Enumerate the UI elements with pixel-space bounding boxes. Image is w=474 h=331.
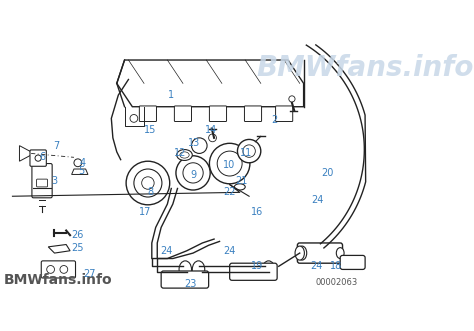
Text: 23: 23 xyxy=(184,279,197,289)
Ellipse shape xyxy=(234,184,245,190)
FancyBboxPatch shape xyxy=(161,271,209,288)
Circle shape xyxy=(176,156,210,190)
Circle shape xyxy=(35,155,41,161)
Text: 9: 9 xyxy=(191,170,197,180)
FancyBboxPatch shape xyxy=(32,164,52,198)
Text: 3: 3 xyxy=(52,176,57,186)
Circle shape xyxy=(142,177,154,189)
FancyBboxPatch shape xyxy=(174,106,191,121)
FancyBboxPatch shape xyxy=(36,179,47,187)
Circle shape xyxy=(60,265,68,273)
Circle shape xyxy=(47,265,55,273)
FancyBboxPatch shape xyxy=(245,106,262,121)
Text: 10: 10 xyxy=(223,160,235,170)
Text: 26: 26 xyxy=(72,230,84,240)
Circle shape xyxy=(191,138,207,154)
Text: 24: 24 xyxy=(310,261,322,271)
Polygon shape xyxy=(19,146,31,161)
Circle shape xyxy=(243,145,255,157)
Text: 18: 18 xyxy=(330,261,342,271)
FancyBboxPatch shape xyxy=(297,243,343,263)
Text: 24: 24 xyxy=(223,246,236,256)
Text: 17: 17 xyxy=(138,207,151,217)
Text: BMWfans.info: BMWfans.info xyxy=(256,54,474,81)
Polygon shape xyxy=(72,169,88,174)
Text: 20: 20 xyxy=(321,168,333,178)
Text: 27: 27 xyxy=(83,269,96,279)
Text: 1: 1 xyxy=(168,90,174,100)
Text: 4: 4 xyxy=(80,158,86,168)
Text: 6: 6 xyxy=(40,152,46,162)
FancyBboxPatch shape xyxy=(275,106,293,121)
Text: 16: 16 xyxy=(251,207,263,217)
Ellipse shape xyxy=(179,261,191,278)
Circle shape xyxy=(183,163,203,183)
Circle shape xyxy=(74,159,82,167)
FancyBboxPatch shape xyxy=(340,256,365,269)
Text: 2: 2 xyxy=(271,115,277,125)
FancyBboxPatch shape xyxy=(41,261,75,278)
Ellipse shape xyxy=(177,150,192,161)
Text: 22: 22 xyxy=(223,187,236,197)
Polygon shape xyxy=(48,245,70,253)
Ellipse shape xyxy=(262,261,275,278)
Text: 21: 21 xyxy=(235,176,247,186)
Text: 12: 12 xyxy=(173,148,186,159)
Text: 25: 25 xyxy=(72,243,84,254)
Text: 24: 24 xyxy=(160,246,173,256)
Circle shape xyxy=(237,139,261,163)
FancyBboxPatch shape xyxy=(230,263,277,280)
Text: 00002063: 00002063 xyxy=(316,278,358,287)
Circle shape xyxy=(217,151,242,176)
FancyBboxPatch shape xyxy=(30,150,46,166)
Text: 15: 15 xyxy=(144,125,156,135)
Ellipse shape xyxy=(192,261,205,278)
Circle shape xyxy=(134,169,162,197)
Text: BMWfans.info: BMWfans.info xyxy=(4,273,112,287)
Text: 14: 14 xyxy=(205,125,217,135)
Ellipse shape xyxy=(295,246,304,260)
Text: 13: 13 xyxy=(188,138,200,148)
Ellipse shape xyxy=(337,248,344,259)
Circle shape xyxy=(130,115,138,122)
Ellipse shape xyxy=(180,152,189,158)
FancyBboxPatch shape xyxy=(210,106,227,121)
Circle shape xyxy=(126,161,170,205)
Circle shape xyxy=(210,143,250,184)
Ellipse shape xyxy=(297,246,307,260)
Polygon shape xyxy=(117,60,304,107)
Text: 11: 11 xyxy=(240,148,252,159)
Text: 8: 8 xyxy=(147,187,153,197)
Circle shape xyxy=(209,134,217,142)
Circle shape xyxy=(289,96,295,102)
Text: 7: 7 xyxy=(53,141,59,151)
Text: 5: 5 xyxy=(78,166,84,175)
FancyBboxPatch shape xyxy=(139,106,156,121)
Text: 24: 24 xyxy=(311,195,324,205)
Text: 19: 19 xyxy=(251,261,263,271)
